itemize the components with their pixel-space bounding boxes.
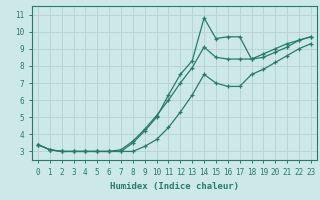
X-axis label: Humidex (Indice chaleur): Humidex (Indice chaleur) xyxy=(110,182,239,191)
